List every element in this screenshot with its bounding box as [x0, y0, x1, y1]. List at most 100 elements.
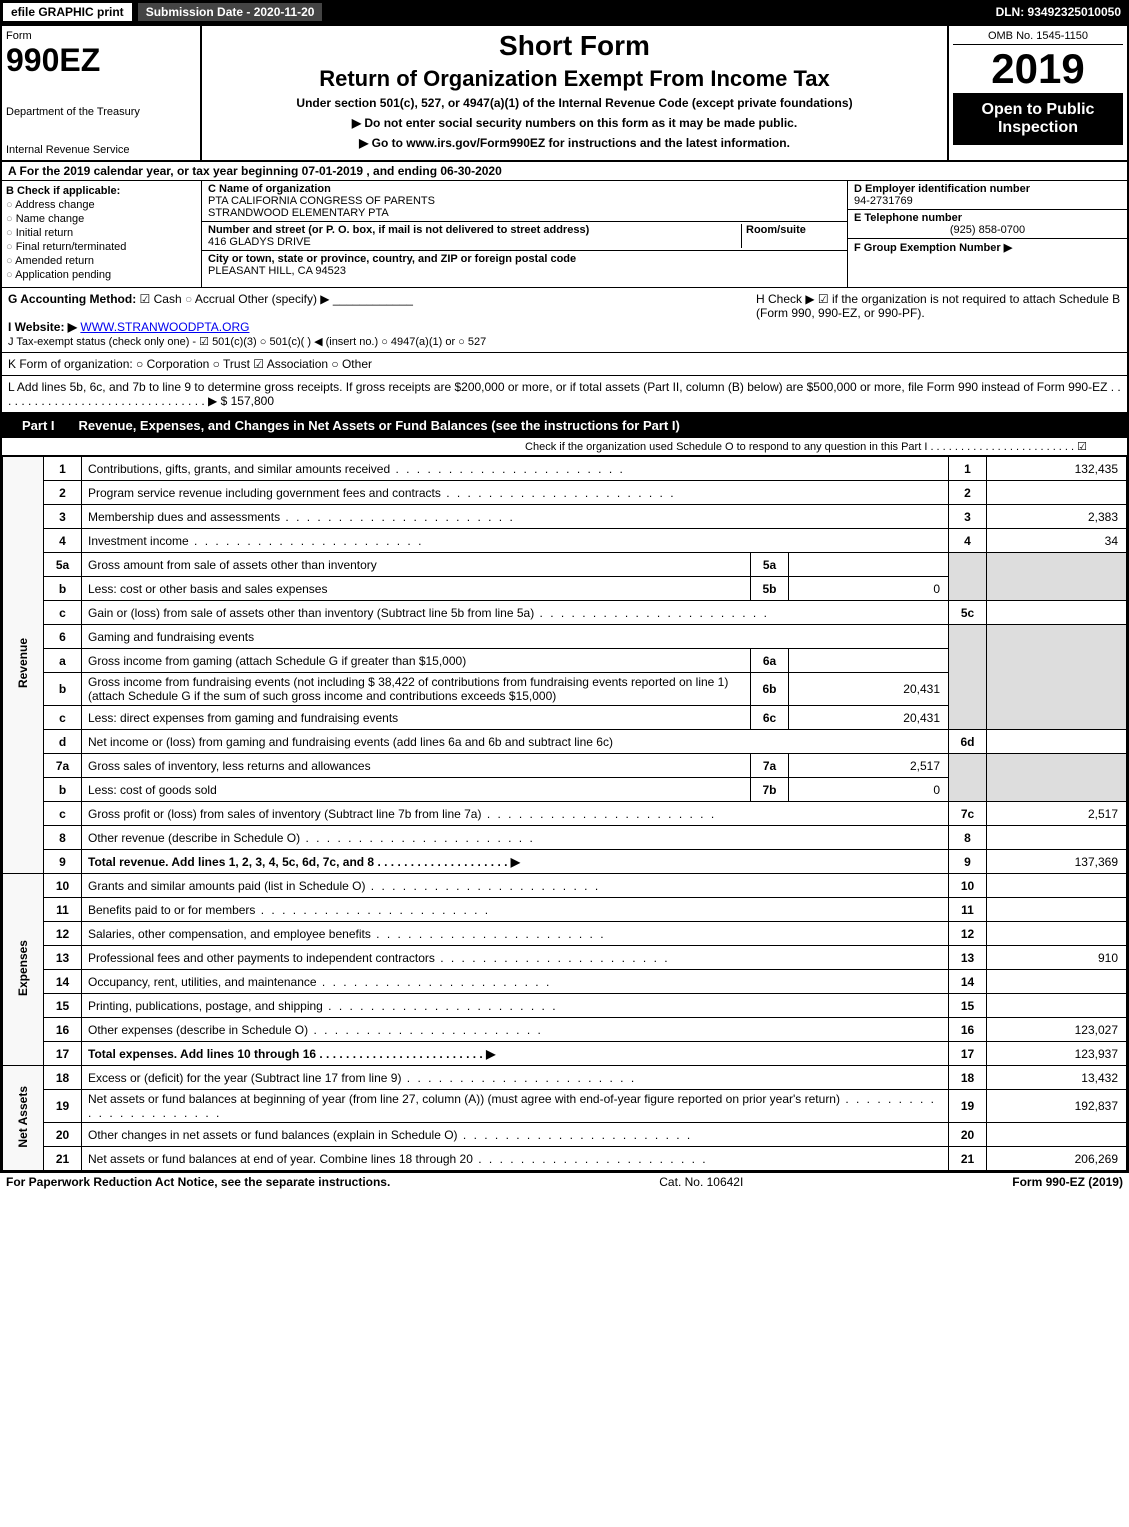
chk-initial-return[interactable]: Initial return — [6, 227, 197, 239]
row-5b-sref: 5b — [751, 577, 789, 601]
under-section: Under section 501(c), 527, or 4947(a)(1)… — [210, 96, 939, 110]
row-21-val: 206,269 — [987, 1147, 1127, 1171]
line-k: K Form of organization: ○ Corporation ○ … — [2, 353, 1127, 376]
grey-7v — [987, 754, 1127, 802]
row-19-desc: Net assets or fund balances at beginning… — [82, 1090, 949, 1123]
row-5a-sref: 5a — [751, 553, 789, 577]
header-right: OMB No. 1545-1150 2019 Open to Public In… — [947, 26, 1127, 160]
part-1-label: Part I — [10, 416, 67, 435]
footer-left: For Paperwork Reduction Act Notice, see … — [6, 1175, 390, 1189]
dln-label: DLN: 93492325010050 — [996, 5, 1129, 19]
row-6b-sref: 6b — [751, 673, 789, 706]
row-11-val — [987, 898, 1127, 922]
row-17-val: 123,937 — [987, 1042, 1127, 1066]
row-7b-sref: 7b — [751, 778, 789, 802]
row-7a-num: 7a — [44, 754, 82, 778]
row-12-desc: Salaries, other compensation, and employ… — [82, 922, 949, 946]
grey-5v — [987, 553, 1127, 601]
form-990ez: Form 990EZ Department of the Treasury In… — [0, 24, 1129, 1173]
row-7a-sref: 7a — [751, 754, 789, 778]
open-to-public: Open to Public Inspection — [953, 93, 1123, 145]
entity-info-row: B Check if applicable: Address change Na… — [2, 181, 1127, 288]
row-4-val: 34 — [987, 529, 1127, 553]
row-6d-desc: Net income or (loss) from gaming and fun… — [82, 730, 949, 754]
street-address: 416 GLADYS DRIVE — [208, 236, 311, 248]
row-3-num: 3 — [44, 505, 82, 529]
section-d-e-f: D Employer identification number 94-2731… — [847, 181, 1127, 287]
row-8-desc: Other revenue (describe in Schedule O) — [82, 826, 949, 850]
row-6a-sref: 6a — [751, 649, 789, 673]
telephone-value: (925) 858-0700 — [854, 224, 1121, 236]
grey-7 — [949, 754, 987, 802]
website-link[interactable]: WWW.STRANWOODPTA.ORG — [80, 320, 249, 334]
header-left: Form 990EZ Department of the Treasury In… — [2, 26, 202, 160]
submission-date-button[interactable]: Submission Date - 2020-11-20 — [137, 2, 324, 22]
row-2-desc: Program service revenue including govern… — [82, 481, 949, 505]
row-10-desc: Grants and similar amounts paid (list in… — [82, 874, 949, 898]
row-5c-num: c — [44, 601, 82, 625]
row-1-val: 132,435 — [987, 457, 1127, 481]
row-10-val — [987, 874, 1127, 898]
row-21-num: 21 — [44, 1147, 82, 1171]
other-specify: Other (specify) ▶ — [238, 292, 329, 306]
org-name-label: C Name of organization — [208, 183, 331, 195]
chk-final-return[interactable]: Final return/terminated — [6, 241, 197, 253]
row-6c-sref: 6c — [751, 706, 789, 730]
row-12-num: 12 — [44, 922, 82, 946]
line-i-label: I Website: ▶ — [8, 320, 77, 334]
part-1-sub: Check if the organization used Schedule … — [2, 438, 1127, 456]
row-4-desc: Investment income — [82, 529, 949, 553]
line-h: H Check ▶ ☑ if the organization is not r… — [748, 292, 1121, 348]
row-8-val — [987, 826, 1127, 850]
row-16-ref: 16 — [949, 1018, 987, 1042]
row-6a-num: a — [44, 649, 82, 673]
row-7c-num: c — [44, 802, 82, 826]
chk-name-change[interactable]: Name change — [6, 213, 197, 225]
section-b-header: B Check if applicable: — [6, 185, 120, 197]
row-2-ref: 2 — [949, 481, 987, 505]
footer-form-ref: Form 990-EZ (2019) — [1012, 1175, 1123, 1189]
row-7b-desc: Less: cost of goods sold — [82, 778, 751, 802]
row-6-num: 6 — [44, 625, 82, 649]
grey-6v — [987, 625, 1127, 730]
row-8-num: 8 — [44, 826, 82, 850]
telephone-label: E Telephone number — [854, 212, 962, 224]
row-7c-val: 2,517 — [987, 802, 1127, 826]
room-suite-label: Room/suite — [746, 224, 806, 236]
efile-print-button[interactable]: efile GRAPHIC print — [2, 2, 133, 22]
short-form-title: Short Form — [210, 30, 939, 62]
row-4-ref: 4 — [949, 529, 987, 553]
row-12-val — [987, 922, 1127, 946]
header-center: Short Form Return of Organization Exempt… — [202, 26, 947, 160]
row-18-desc: Excess or (deficit) for the year (Subtra… — [82, 1066, 949, 1090]
row-18-val: 13,432 — [987, 1066, 1127, 1090]
row-11-ref: 11 — [949, 898, 987, 922]
chk-application-pending[interactable]: Application pending — [6, 269, 197, 281]
row-21-desc: Net assets or fund balances at end of ye… — [82, 1147, 949, 1171]
chk-cash[interactable]: Cash — [140, 292, 182, 306]
row-12-ref: 12 — [949, 922, 987, 946]
omb-number: OMB No. 1545-1150 — [953, 30, 1123, 45]
grey-6 — [949, 625, 987, 730]
page-footer: For Paperwork Reduction Act Notice, see … — [0, 1173, 1129, 1191]
row-10-ref: 10 — [949, 874, 987, 898]
row-15-num: 15 — [44, 994, 82, 1018]
ein-value: 94-2731769 — [854, 195, 913, 207]
chk-accrual[interactable]: Accrual — [185, 292, 235, 306]
line-g-label: G Accounting Method: — [8, 292, 136, 306]
row-6d-ref: 6d — [949, 730, 987, 754]
row-14-num: 14 — [44, 970, 82, 994]
row-2-num: 2 — [44, 481, 82, 505]
org-name-2: STRANDWOOD ELEMENTARY PTA — [208, 207, 389, 219]
row-16-num: 16 — [44, 1018, 82, 1042]
row-13-desc: Professional fees and other payments to … — [82, 946, 949, 970]
goto-link[interactable]: ▶ Go to www.irs.gov/Form990EZ for instru… — [210, 136, 939, 150]
chk-address-change[interactable]: Address change — [6, 199, 197, 211]
chk-amended-return[interactable]: Amended return — [6, 255, 197, 267]
row-6d-num: d — [44, 730, 82, 754]
line-g-h: G Accounting Method: Cash Accrual Other … — [2, 288, 1127, 353]
row-14-ref: 14 — [949, 970, 987, 994]
row-7a-sval: 2,517 — [789, 754, 949, 778]
row-6b-desc: Gross income from fundraising events (no… — [82, 673, 751, 706]
return-title: Return of Organization Exempt From Incom… — [210, 66, 939, 92]
